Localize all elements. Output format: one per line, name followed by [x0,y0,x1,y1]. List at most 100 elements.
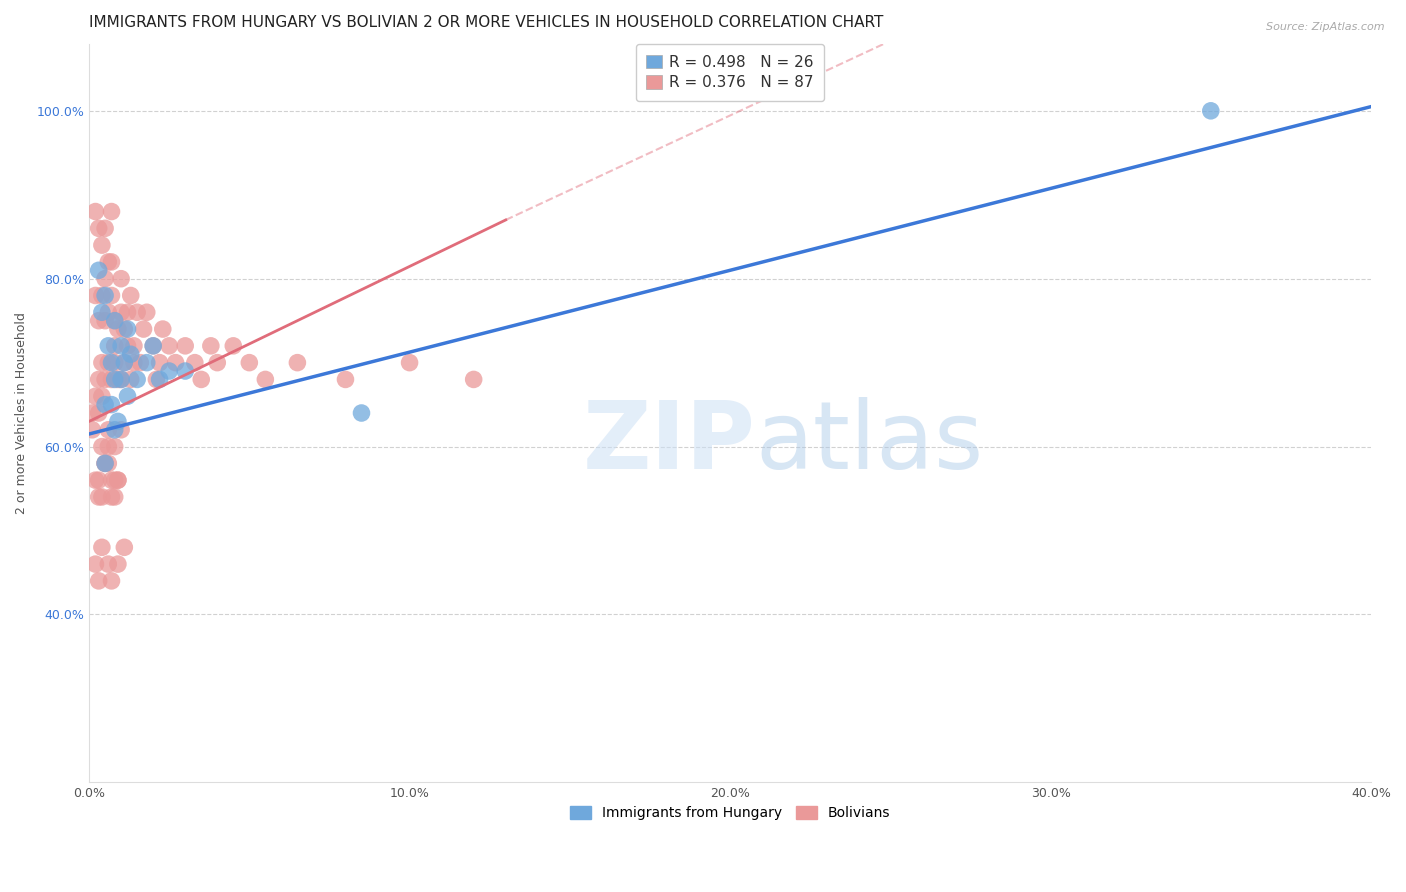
Point [110,372,132,386]
Point [122,339,145,353]
Point [90,389,112,403]
Point [184,356,207,370]
Point [200,339,222,353]
Point [112,322,135,336]
Point [97,356,120,370]
Point [84,473,107,487]
Point [90,238,112,252]
Point [97,440,120,454]
Point [97,557,120,571]
Point [104,339,127,353]
Point [87,313,110,327]
Point [117,389,139,403]
Point [112,356,135,370]
Text: Source: ZipAtlas.com: Source: ZipAtlas.com [1267,22,1385,32]
Point [254,372,277,386]
Point [82,423,104,437]
Point [110,339,132,353]
Point [84,557,107,571]
Point [107,322,129,336]
Point [104,423,127,437]
Point [100,398,122,412]
Point [222,339,245,353]
Point [145,372,167,386]
Point [100,255,122,269]
Point [107,372,129,386]
Point [122,356,145,370]
Point [84,204,107,219]
Point [120,372,142,386]
Point [335,372,357,386]
Text: IMMIGRANTS FROM HUNGARY VS BOLIVIAN 2 OR MORE VEHICLES IN HOUSEHOLD CORRELATION : IMMIGRANTS FROM HUNGARY VS BOLIVIAN 2 OR… [89,15,883,30]
Point [90,305,112,319]
Point [94,313,117,327]
Point [104,440,127,454]
Point [90,440,112,454]
Point [87,490,110,504]
Point [94,456,117,470]
Point [107,557,129,571]
Point [142,339,165,353]
Point [94,456,117,470]
Point [110,305,132,319]
Point [97,423,120,437]
Point [107,473,129,487]
Point [174,364,197,378]
Point [120,288,142,302]
Point [104,313,127,327]
Point [87,473,110,487]
Point [100,288,122,302]
Point [207,356,229,370]
Point [117,322,139,336]
Point [132,322,155,336]
Point [104,313,127,327]
Point [135,305,157,319]
Point [97,339,120,353]
Point [117,339,139,353]
Point [90,288,112,302]
Point [110,423,132,437]
Point [190,372,212,386]
Point [238,356,260,370]
Point [174,339,197,353]
Point [94,288,117,302]
Text: ZIP: ZIP [583,397,755,489]
Point [94,456,117,470]
Point [104,372,127,386]
Legend: Immigrants from Hungary, Bolivians: Immigrants from Hungary, Bolivians [562,799,897,827]
Point [84,288,107,302]
Point [148,356,170,370]
Point [152,322,174,336]
Point [107,473,129,487]
Point [90,490,112,504]
Point [90,541,112,555]
Point [120,347,142,361]
Point [117,305,139,319]
Point [398,356,420,370]
Point [463,372,485,386]
Point [84,389,107,403]
Point [100,490,122,504]
Point [135,356,157,370]
Point [104,356,127,370]
Point [97,456,120,470]
Point [112,541,135,555]
Point [97,305,120,319]
Point [157,339,180,353]
Text: atlas: atlas [755,397,984,489]
Point [100,356,122,370]
Point [87,406,110,420]
Point [157,364,180,378]
Point [87,372,110,386]
Point [94,372,117,386]
Point [94,221,117,235]
Point [127,305,149,319]
Point [97,255,120,269]
Point [129,356,152,370]
Point [110,271,132,285]
Point [165,356,187,370]
Point [94,398,117,412]
Point [112,356,135,370]
Point [1199,103,1222,118]
Point [127,372,149,386]
